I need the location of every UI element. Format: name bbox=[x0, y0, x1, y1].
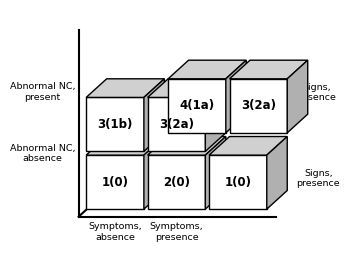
Polygon shape bbox=[86, 136, 164, 155]
Text: 2(0): 2(0) bbox=[163, 176, 190, 188]
Polygon shape bbox=[230, 79, 287, 133]
Polygon shape bbox=[209, 136, 287, 155]
Text: 1(0): 1(0) bbox=[224, 176, 251, 188]
Text: Signs,
absence: Signs, absence bbox=[297, 83, 336, 102]
Polygon shape bbox=[148, 98, 205, 151]
Text: 3(2a): 3(2a) bbox=[241, 99, 276, 112]
Polygon shape bbox=[230, 60, 308, 79]
Polygon shape bbox=[148, 79, 226, 98]
Text: Signs,
presence: Signs, presence bbox=[297, 169, 340, 188]
Polygon shape bbox=[168, 60, 246, 79]
Polygon shape bbox=[287, 60, 308, 133]
Polygon shape bbox=[226, 60, 246, 133]
Polygon shape bbox=[86, 155, 144, 209]
Polygon shape bbox=[144, 136, 164, 209]
Text: Abnormal NC,
present: Abnormal NC, present bbox=[9, 82, 75, 102]
Polygon shape bbox=[267, 136, 287, 209]
Text: 3(1b): 3(1b) bbox=[97, 118, 133, 131]
Polygon shape bbox=[86, 79, 164, 98]
Polygon shape bbox=[148, 136, 226, 155]
Polygon shape bbox=[168, 79, 226, 133]
Polygon shape bbox=[209, 155, 267, 209]
Text: 4(1a): 4(1a) bbox=[179, 99, 214, 112]
Polygon shape bbox=[205, 79, 226, 151]
Polygon shape bbox=[205, 136, 226, 209]
Polygon shape bbox=[148, 155, 205, 209]
Polygon shape bbox=[144, 79, 164, 151]
Text: 1(0): 1(0) bbox=[101, 176, 128, 188]
Text: Symptoms,
absence: Symptoms, absence bbox=[88, 222, 142, 242]
Text: Symptoms,
presence: Symptoms, presence bbox=[150, 222, 203, 242]
Text: Abnormal NC,
absence: Abnormal NC, absence bbox=[9, 144, 75, 163]
Text: 3(2a): 3(2a) bbox=[159, 118, 194, 131]
Polygon shape bbox=[86, 98, 144, 151]
